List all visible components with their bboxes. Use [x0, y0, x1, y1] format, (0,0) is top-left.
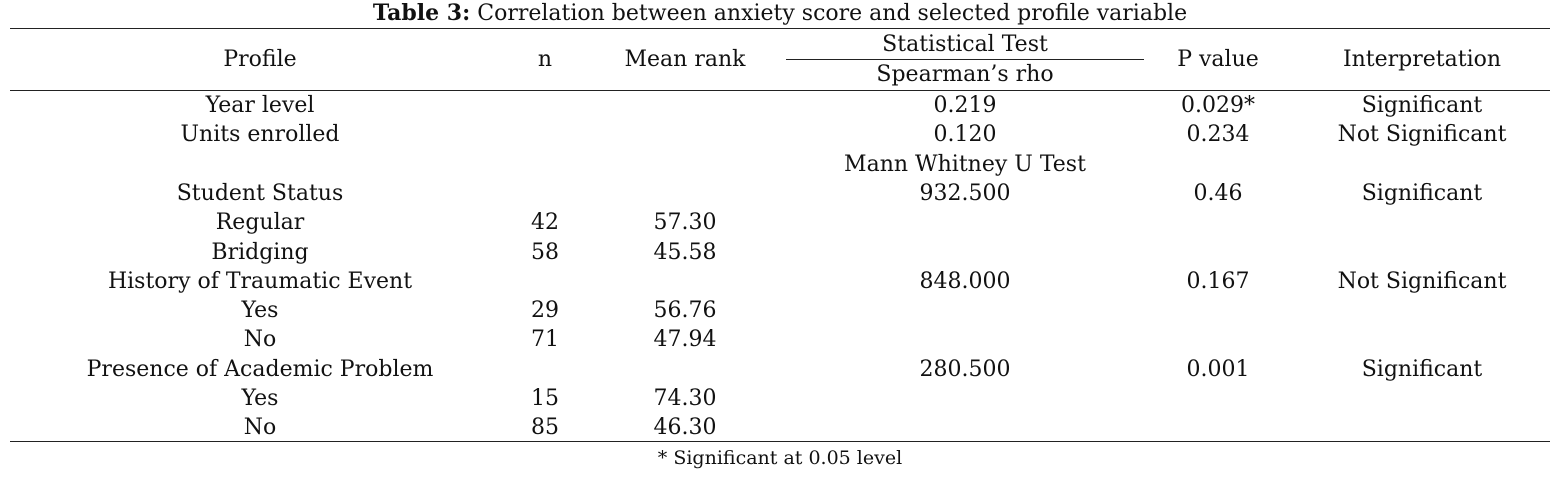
cell-interpretation: Significant [1361, 180, 1483, 206]
cell-statistic: 932.500 [919, 180, 1011, 206]
cell-p-value: 0.001 [1186, 356, 1250, 382]
cell-p-value: 0.234 [1186, 122, 1250, 148]
cell-statistic: 848.000 [919, 268, 1011, 294]
header-profile: Profile [223, 47, 297, 72]
cell-profile: Yes [241, 386, 279, 411]
table-caption: Table 3: Correlation between anxiety sco… [0, 0, 1560, 27]
cell-statistic: Mann Whitney U Test [844, 151, 1086, 177]
cell-n: 58 [531, 239, 559, 265]
table-footnote: * Significant at 0.05 level [657, 447, 903, 469]
cell-p-value: 0.029* [1181, 93, 1255, 118]
cell-n: 71 [531, 327, 559, 353]
cell-profile: Regular [215, 210, 305, 236]
table-caption-label: Table 3: [372, 0, 471, 26]
header-interpretation: Interpretation [1342, 47, 1502, 72]
statistical-test-subrule [786, 59, 1144, 60]
header-mean-rank: Mean rank [624, 47, 746, 72]
cell-profile: Yes [241, 298, 279, 324]
cell-p-value: 0.167 [1186, 268, 1250, 294]
cell-n: 29 [531, 298, 559, 324]
cell-profile: No [243, 327, 277, 353]
header-statistical-test: Statistical Test [882, 32, 1048, 57]
header-p-value: P value [1177, 47, 1259, 72]
header-n: n [537, 47, 553, 72]
table-caption-text: Correlation between anxiety score and se… [470, 1, 1188, 26]
cell-statistic: 0.120 [933, 122, 997, 148]
cell-profile: Bridging [211, 239, 309, 265]
cell-n: 85 [531, 415, 559, 441]
cell-mean-rank: 45.58 [653, 239, 717, 265]
top-rule [10, 28, 1550, 29]
cell-statistic: 0.219 [933, 93, 997, 118]
cell-n: 42 [531, 210, 559, 236]
cell-interpretation: Significant [1361, 93, 1483, 118]
cell-profile: Student Status [176, 180, 344, 206]
header-rule [10, 90, 1550, 91]
cell-mean-rank: 74.30 [653, 386, 717, 411]
cell-statistic: 280.500 [919, 356, 1011, 382]
cell-interpretation: Not Significant [1337, 122, 1507, 148]
cell-n: 15 [531, 386, 559, 411]
cell-profile: Units enrolled [180, 122, 340, 148]
cell-profile: Year level [205, 93, 315, 118]
bottom-rule [10, 441, 1550, 442]
cell-p-value: 0.46 [1193, 180, 1243, 206]
cell-mean-rank: 56.76 [653, 298, 717, 324]
cell-interpretation: Significant [1361, 356, 1483, 382]
cell-mean-rank: 57.30 [653, 210, 717, 236]
header-spearmans-rho: Spearman’s rho [876, 62, 1054, 87]
cell-mean-rank: 47.94 [653, 327, 717, 353]
cell-profile: Presence of Academic Problem [86, 356, 434, 382]
cell-profile: No [243, 415, 277, 441]
cell-interpretation: Not Significant [1337, 268, 1507, 294]
cell-profile: History of Traumatic Event [107, 268, 413, 294]
cell-mean-rank: 46.30 [653, 415, 717, 441]
